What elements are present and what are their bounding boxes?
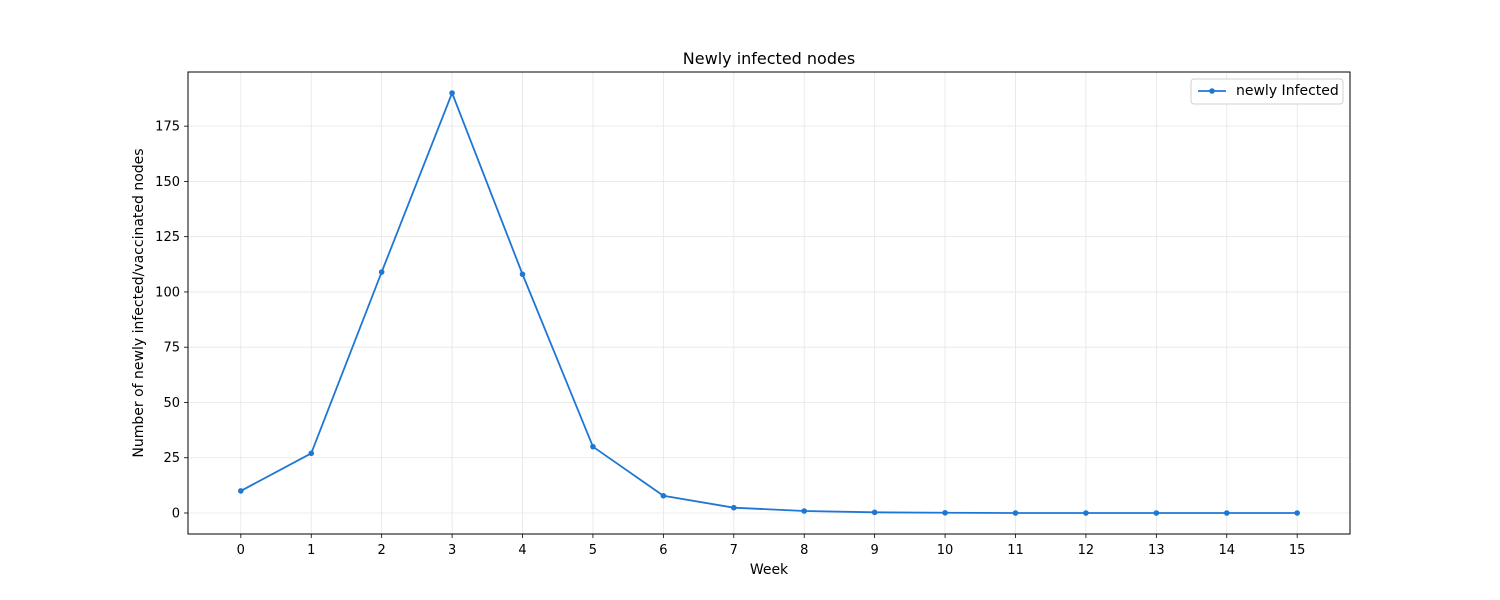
x-tick-label: 13 — [1148, 543, 1165, 558]
plot-frame — [187, 71, 1351, 535]
data-point — [519, 271, 526, 278]
y-tick-label: 100 — [155, 285, 180, 300]
x-tick-label: 3 — [448, 543, 456, 558]
data-point — [730, 504, 737, 511]
x-tick-label: 12 — [1078, 543, 1095, 558]
x-tick-label: 1 — [307, 543, 315, 558]
x-tick-label: 9 — [870, 543, 878, 558]
series-line — [240, 92, 1298, 514]
legend-box — [1190, 78, 1344, 105]
x-tick-label: 10 — [937, 543, 954, 558]
x-tick-label: 5 — [589, 543, 597, 558]
y-tick-label: 150 — [155, 175, 180, 190]
y-axis-ticks: 0 25 50 75 100 125 150 175 — [155, 120, 188, 522]
data-point — [1012, 510, 1019, 516]
x-tick-label: 14 — [1218, 543, 1235, 558]
x-tick-label: 2 — [378, 543, 386, 558]
x-tick-label: 8 — [800, 543, 808, 558]
x-tick-label: 11 — [1007, 543, 1024, 558]
y-tick-label: 0 — [172, 507, 180, 522]
data-point — [449, 90, 455, 96]
y-tick-label: 25 — [163, 451, 180, 466]
data-point — [660, 492, 667, 499]
x-axis-ticks: 0 1 2 3 4 5 6 7 8 9 10 11 12 13 14 15 — [237, 534, 1306, 558]
x-tick-label: 0 — [237, 543, 245, 558]
data-point — [871, 509, 878, 516]
legend-label: newly Infected — [1236, 83, 1339, 99]
data-point — [1083, 510, 1089, 516]
y-tick-label: 125 — [155, 230, 180, 245]
x-tick-label: 15 — [1289, 543, 1306, 558]
y-tick-label: 175 — [155, 120, 180, 135]
y-tick-label: 75 — [163, 341, 180, 356]
y-axis-label: Number of newly infected/vaccinated node… — [131, 148, 147, 457]
data-point — [590, 443, 596, 450]
data-point — [238, 488, 244, 494]
grid — [188, 72, 1350, 534]
data-point — [1294, 510, 1300, 516]
y-tick-label: 50 — [163, 396, 180, 411]
data-point — [801, 508, 808, 514]
x-axis-label: Week — [750, 562, 789, 578]
x-tick-label: 6 — [659, 543, 667, 558]
series-group — [238, 90, 1300, 516]
data-point — [308, 450, 315, 457]
legend: newly Infected — [1190, 78, 1344, 105]
data-point — [1223, 510, 1230, 516]
x-tick-label: 4 — [518, 543, 526, 558]
data-point — [378, 269, 385, 275]
legend-series-marker — [1209, 88, 1215, 94]
data-point — [942, 509, 948, 516]
x-tick-label: 7 — [730, 543, 738, 558]
data-point — [1153, 510, 1160, 516]
chart-title: Newly infected nodes — [683, 49, 855, 68]
